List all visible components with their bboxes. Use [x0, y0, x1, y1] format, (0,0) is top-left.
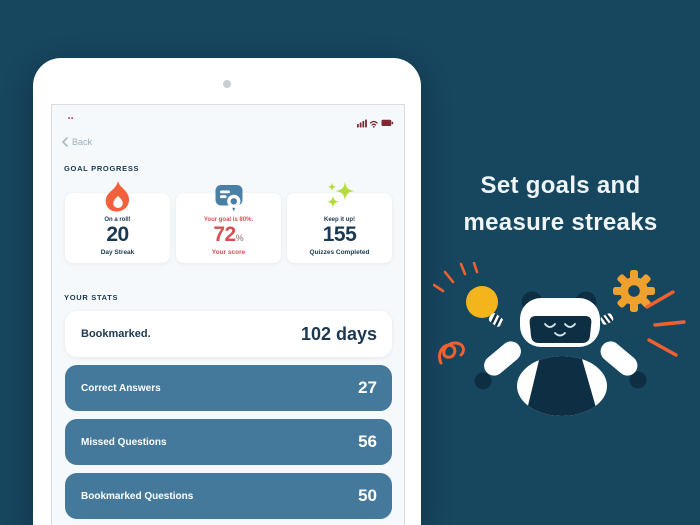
stat-label: Bookmarked Questions: [81, 490, 194, 502]
flame-icon: [100, 178, 136, 215]
sparkles-icon: [322, 178, 358, 215]
screw-icon: [600, 312, 614, 326]
stat-label: Missed Questions: [81, 436, 167, 448]
app-screen: ••: [51, 104, 405, 525]
stat-row-correct-answers[interactable]: Correct Answers 27: [65, 365, 392, 411]
squiggle-icon: [438, 341, 465, 365]
stat-row-bookmarked-questions[interactable]: Bookmarked Questions 50: [65, 473, 392, 519]
right-arm: [600, 341, 638, 376]
your-stats-title: YOUR STATS: [64, 293, 119, 302]
goal-badge-icon: [211, 178, 247, 215]
robot-mascot-illustration: [432, 261, 693, 433]
goal-progress-title: GOAL PROGRESS: [64, 164, 140, 173]
right-hand: [629, 371, 647, 389]
vest: [525, 356, 599, 416]
stat-row-missed-questions[interactable]: Missed Questions 56: [65, 419, 392, 465]
card-bottom-label: Your score: [211, 249, 246, 256]
stat-value: 56: [358, 432, 377, 451]
face-screen: [529, 316, 592, 343]
card-bottom-label: Quizzes Completed: [309, 249, 370, 256]
stat-value: 27: [358, 378, 377, 397]
card-bottom-label: Day Streak: [100, 249, 135, 256]
status-bar: ••: [52, 113, 404, 128]
signal-icon: [357, 119, 367, 128]
back-button[interactable]: Back: [62, 137, 92, 147]
marketing-headline: Set goals and measure streaks: [421, 167, 700, 241]
goal-card-streak: On a roll! 20 Day Streak: [65, 181, 170, 263]
robot-body: [474, 291, 647, 416]
dashes-icon: [645, 290, 686, 357]
goal-card-quizzes: Keep it up! 155 Quizzes Completed: [287, 181, 392, 263]
goal-card-score: Your goal is 80%. 72% Your score: [176, 185, 281, 263]
wifi-icon: [369, 120, 378, 126]
card-value: 72%: [213, 223, 244, 246]
headline-line2: measure streaks: [463, 209, 658, 236]
card-top-label: On a roll!: [104, 217, 131, 223]
carrier-text: ••: [68, 116, 75, 122]
face-features: [544, 323, 576, 337]
rays-icon: [432, 261, 479, 293]
card-value: 155: [322, 223, 357, 246]
battery-icon: [381, 119, 394, 126]
left-eye: [544, 323, 556, 328]
left-hand: [474, 372, 492, 390]
goal-progress-cards: On a roll! 20 Day Streak Your goal is 80…: [65, 181, 392, 263]
back-label: Back: [72, 137, 93, 147]
status-icons: [357, 115, 394, 133]
chevron-left-icon: [62, 137, 68, 147]
stat-label: Correct Answers: [81, 382, 161, 394]
stat-label: Bookmarked.: [81, 328, 151, 340]
headline-line1: Set goals and: [480, 172, 641, 199]
smile: [554, 332, 566, 337]
tablet-device: ••: [33, 58, 421, 525]
your-stats-list: Bookmarked. 102 days Correct Answers 27 …: [65, 311, 392, 525]
stat-row-bookmarked-days[interactable]: Bookmarked. 102 days: [65, 311, 392, 357]
lightbulb-icon: [466, 286, 505, 329]
camera-dot: [223, 80, 231, 88]
left-arm: [484, 341, 521, 376]
stat-value: 50: [358, 486, 377, 505]
card-value: 20: [106, 223, 129, 246]
card-top-label: Keep it up!: [324, 217, 355, 223]
stat-value: 102 days: [300, 323, 377, 344]
right-eye: [564, 323, 576, 328]
card-top-label: Your goal is 80%.: [203, 217, 254, 223]
